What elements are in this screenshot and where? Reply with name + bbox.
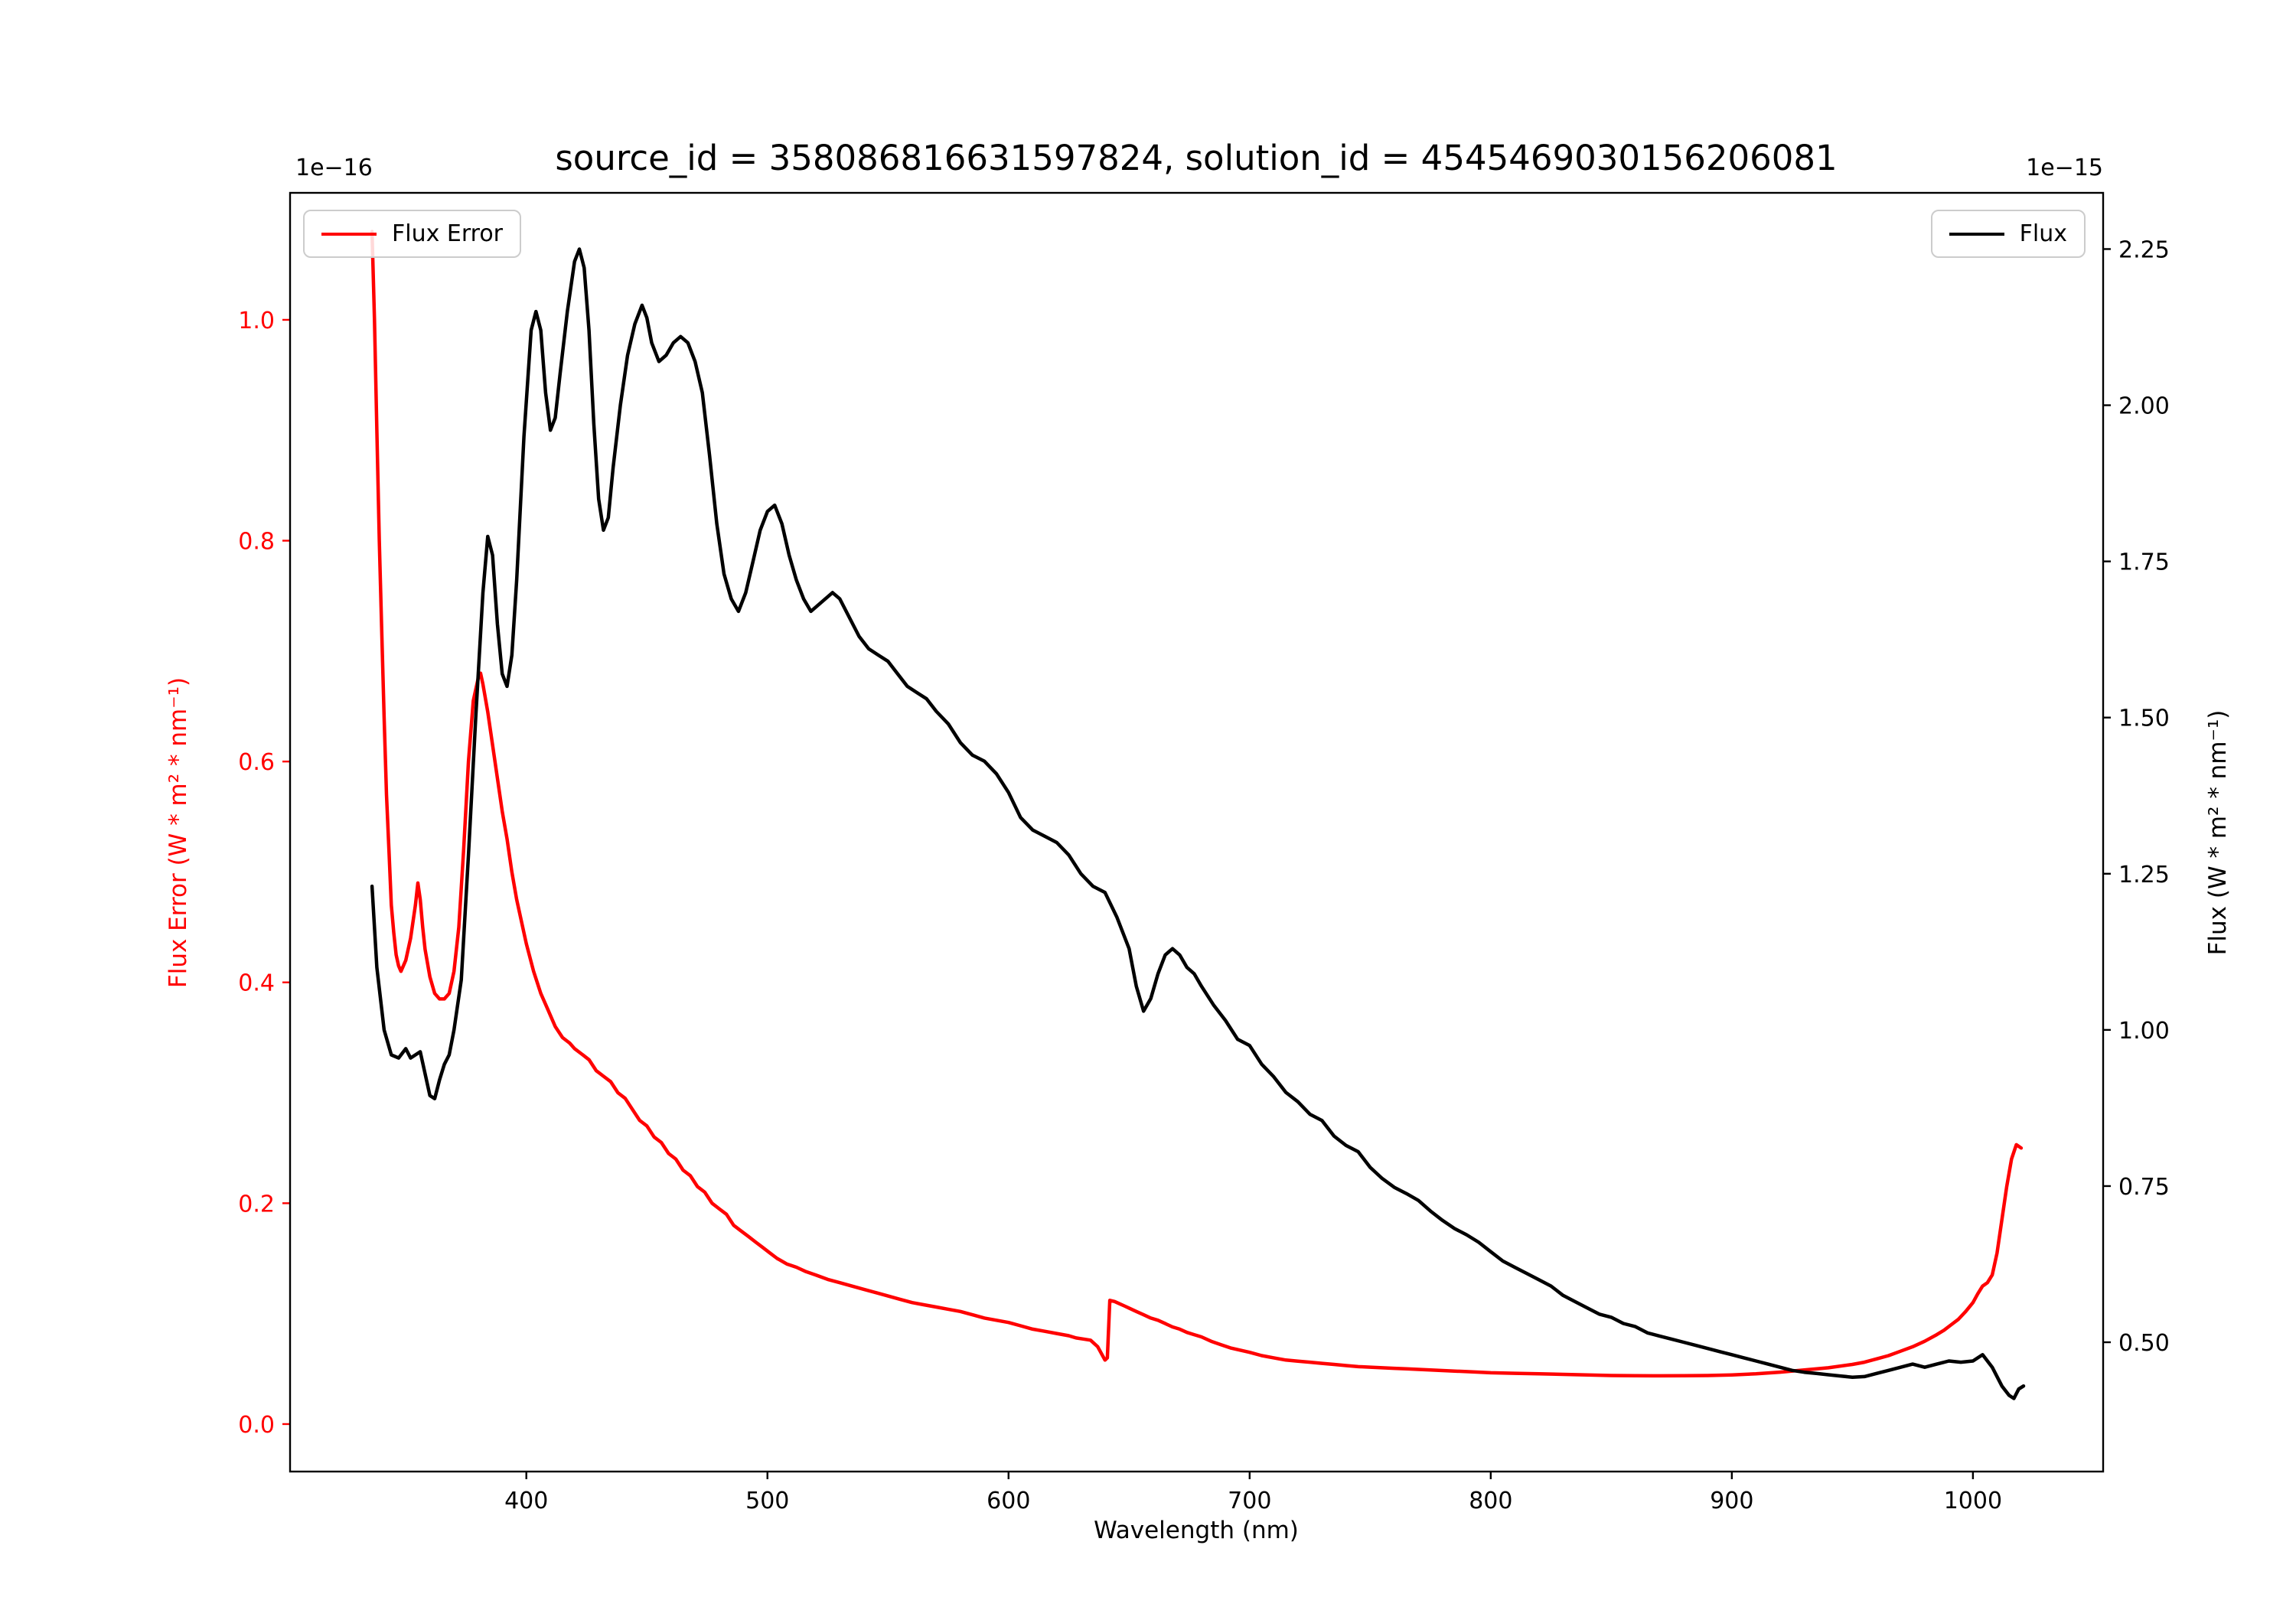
- x-tick-label: 600: [987, 1488, 1030, 1514]
- right-y-tick-label: 2.00: [2118, 393, 2170, 420]
- left-y-tick-label: 0.6: [238, 749, 275, 776]
- legend-flux: Flux: [1930, 210, 2086, 258]
- flux-error-line-swatch: [321, 232, 377, 236]
- right-y-tick-label: 0.50: [2118, 1330, 2170, 1357]
- left-y-tick-label: 0.2: [238, 1191, 275, 1217]
- right-y-tick-label: 1.50: [2118, 706, 2170, 732]
- legend-flux-label: Flux: [2019, 220, 2067, 247]
- right-y-tick-label: 0.75: [2118, 1174, 2170, 1201]
- left-axis-offset-text: 1e−16: [295, 155, 373, 181]
- left-y-tick-label: 1.0: [238, 308, 275, 334]
- left-y-axis-label: Flux Error (W * m² * nm⁻¹): [165, 676, 192, 989]
- right-axis-offset-text: 1e−15: [2026, 155, 2103, 181]
- flux-line-swatch: [1949, 232, 2004, 236]
- right-y-tick-label: 1.00: [2118, 1018, 2170, 1045]
- chart-title: source_id = 358086816631597824, solution…: [555, 138, 1838, 178]
- x-tick-label: 1000: [1944, 1488, 2002, 1514]
- right-y-tick-label: 1.75: [2118, 549, 2170, 576]
- plot-frame: [289, 191, 2105, 1473]
- left-y-tick-label: 0.4: [238, 970, 275, 997]
- left-y-tick-label: 0.8: [238, 529, 275, 556]
- x-tick-label: 500: [745, 1488, 789, 1514]
- x-tick-label: 400: [504, 1488, 548, 1514]
- x-tick-label: 900: [1710, 1488, 1753, 1514]
- right-y-axis-label: Flux (W * m² * nm⁻¹): [2204, 709, 2232, 956]
- legend-flux-error: Flux Error: [303, 210, 522, 258]
- legend-flux-error-label: Flux Error: [392, 220, 504, 247]
- x-axis-label: Wavelength (nm): [1094, 1517, 1299, 1544]
- series-flux: [370, 247, 2026, 1400]
- right-y-tick-label: 1.25: [2118, 862, 2170, 888]
- x-tick-label: 700: [1228, 1488, 1271, 1514]
- x-tick-label: 800: [1469, 1488, 1512, 1514]
- left-y-tick-label: 0.0: [238, 1412, 275, 1439]
- right-y-tick-label: 2.25: [2118, 236, 2170, 263]
